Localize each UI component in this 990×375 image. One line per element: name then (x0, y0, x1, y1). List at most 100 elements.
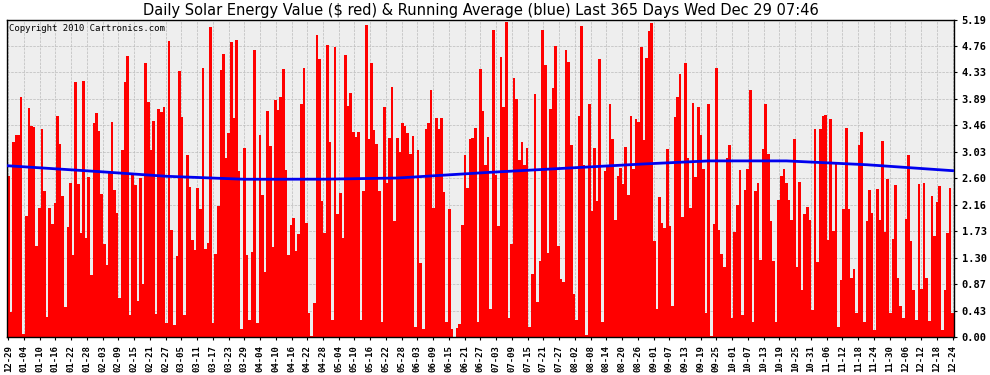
Bar (274, 100, 277, 337)
Bar (705, 313, 708, 337)
Bar (33, 127, 36, 337)
Bar (140, 178, 142, 337)
Bar (510, 244, 513, 337)
Bar (788, 200, 790, 337)
Bar (103, 244, 106, 337)
Bar (113, 190, 116, 337)
Bar (910, 241, 913, 337)
Bar (775, 322, 777, 337)
Bar (575, 320, 578, 337)
Bar (162, 107, 165, 337)
Bar (51, 224, 53, 337)
Bar (79, 232, 82, 337)
Bar (233, 118, 236, 337)
Bar (819, 129, 822, 337)
Bar (157, 109, 160, 337)
Bar (298, 234, 300, 337)
Bar (433, 208, 435, 337)
Bar (630, 116, 633, 337)
Bar (835, 164, 838, 337)
Bar (718, 230, 721, 337)
Bar (58, 144, 61, 337)
Bar (840, 280, 842, 337)
Bar (277, 111, 279, 337)
Bar (326, 45, 329, 337)
Bar (300, 104, 303, 337)
Bar (585, 336, 588, 337)
Bar (679, 74, 681, 337)
Bar (77, 184, 79, 337)
Bar (729, 144, 731, 337)
Bar (876, 189, 879, 337)
Bar (148, 102, 149, 337)
Bar (855, 314, 858, 337)
Bar (370, 63, 373, 337)
Bar (697, 107, 700, 337)
Bar (334, 47, 337, 337)
Bar (253, 50, 256, 337)
Bar (455, 328, 458, 337)
Bar (544, 65, 546, 337)
Bar (482, 111, 484, 337)
Bar (692, 103, 694, 337)
Bar (438, 129, 441, 337)
Bar (739, 170, 742, 337)
Bar (946, 233, 948, 337)
Bar (36, 246, 38, 337)
Bar (756, 183, 759, 337)
Bar (194, 250, 196, 337)
Bar (362, 191, 365, 337)
Bar (858, 146, 860, 337)
Bar (72, 255, 74, 337)
Bar (617, 176, 619, 337)
Bar (435, 118, 438, 337)
Bar (671, 306, 673, 337)
Bar (132, 175, 134, 337)
Bar (804, 214, 806, 337)
Bar (305, 224, 308, 337)
Bar (378, 191, 380, 337)
Bar (801, 290, 804, 337)
Bar (261, 195, 263, 337)
Bar (928, 321, 931, 337)
Bar (217, 206, 220, 337)
Bar (746, 169, 748, 337)
Bar (572, 294, 575, 337)
Bar (627, 195, 630, 337)
Bar (554, 46, 557, 337)
Bar (354, 137, 357, 337)
Bar (743, 190, 746, 337)
Bar (359, 320, 362, 337)
Bar (129, 315, 132, 337)
Bar (676, 97, 679, 337)
Bar (759, 260, 762, 337)
Bar (124, 82, 127, 337)
Bar (562, 282, 564, 337)
Bar (31, 126, 33, 337)
Bar (25, 216, 28, 337)
Bar (767, 154, 769, 337)
Bar (396, 138, 399, 337)
Text: Copyright 2010 Cartronics.com: Copyright 2010 Cartronics.com (9, 24, 164, 33)
Bar (407, 133, 409, 337)
Bar (365, 25, 367, 337)
Bar (204, 249, 207, 337)
Bar (521, 142, 523, 337)
Bar (687, 158, 689, 337)
Bar (165, 323, 167, 337)
Bar (258, 135, 261, 337)
Bar (824, 115, 827, 337)
Bar (549, 109, 551, 337)
Bar (681, 216, 684, 337)
Bar (373, 130, 375, 337)
Bar (178, 71, 181, 337)
Bar (531, 274, 534, 337)
Bar (633, 169, 635, 337)
Bar (476, 322, 479, 337)
Bar (640, 47, 643, 337)
Bar (466, 188, 468, 337)
Bar (202, 68, 204, 337)
Bar (108, 171, 111, 337)
Bar (188, 187, 191, 337)
Bar (838, 327, 840, 337)
